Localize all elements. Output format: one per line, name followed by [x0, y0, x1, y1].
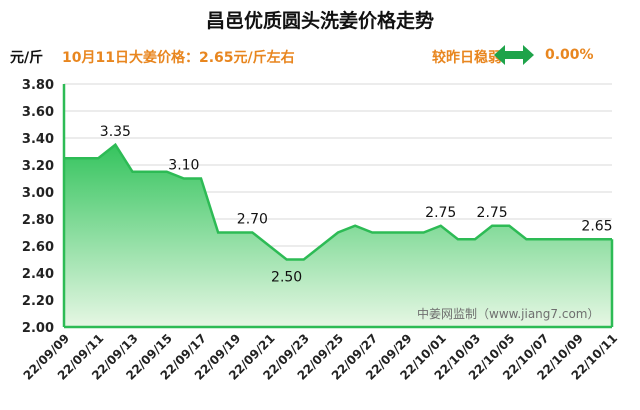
y-tick-label: 3.80 — [22, 78, 54, 93]
y-tick-label: 3.40 — [22, 132, 54, 147]
x-tick-labels: 22/09/0922/09/1122/09/1322/09/1522/09/17… — [21, 331, 621, 383]
data-label: 2.70 — [237, 212, 268, 228]
y-unit-label: 元/斤 — [10, 50, 44, 66]
watermark: 中姜网监制（www.jiang7.com） — [417, 307, 600, 321]
y-tick-label: 2.40 — [22, 267, 54, 282]
y-tick-label: 3.20 — [22, 159, 54, 174]
data-label: 2.50 — [271, 270, 302, 286]
chart-title: 昌邑优质圆头洗姜价格走势 — [205, 10, 434, 32]
data-label: 2.75 — [477, 205, 508, 221]
y-tick-label: 2.80 — [22, 213, 54, 228]
axes — [62, 84, 614, 329]
y-tick-label: 2.60 — [22, 240, 54, 255]
y-tick-label: 2.00 — [22, 321, 54, 336]
price-line — [64, 142, 612, 261]
data-label: 3.35 — [100, 124, 131, 140]
data-label: 3.10 — [168, 158, 199, 174]
data-label: 2.75 — [425, 205, 456, 221]
price-area — [64, 144, 612, 327]
data-labels: 3.35 3.10 2.70 2.50 2.75 2.75 2.65 — [100, 124, 613, 286]
trend-text: 较昨日稳弱 — [432, 50, 502, 66]
data-label: 2.65 — [581, 218, 612, 234]
double-arrow-icon — [494, 45, 534, 65]
price-note: 10月11日大姜价格：2.65元/斤左右 — [62, 50, 295, 66]
y-tick-labels: 2.00 2.20 2.40 2.60 2.80 3.00 3.20 3.40 3.60 3.80 — [22, 78, 54, 336]
y-tick-label: 3.00 — [22, 186, 54, 201]
change-value: 0.00% — [545, 47, 594, 63]
y-tick-label: 3.60 — [22, 105, 54, 120]
y-tick-label: 2.20 — [22, 294, 54, 309]
